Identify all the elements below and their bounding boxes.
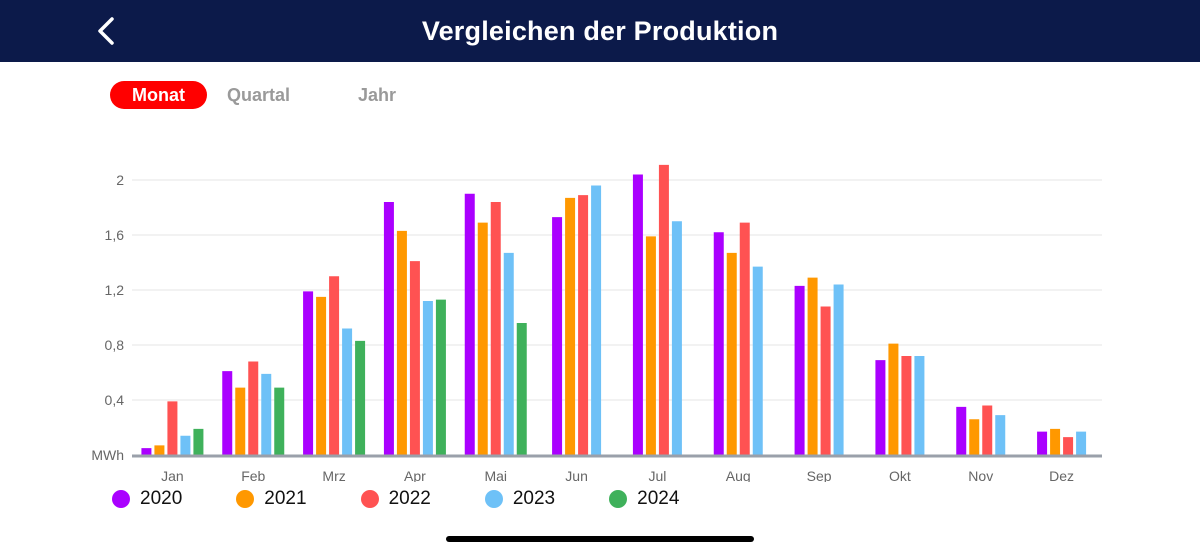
bar-2024-Feb — [274, 387, 285, 455]
bar-2023-Mai — [503, 252, 514, 455]
chevron-left-icon — [98, 17, 114, 45]
bar-2020-Aug — [713, 232, 724, 455]
app-header: Vergleichen der Produktion — [0, 0, 1200, 62]
bar-2023-Feb — [261, 373, 272, 455]
legend-label: 2020 — [140, 488, 183, 509]
bar-2022-Sep — [820, 306, 831, 455]
x-tick-label: Aug — [726, 468, 751, 482]
bar-2020-Mrz — [303, 291, 314, 455]
x-tick-label: Mai — [484, 468, 507, 482]
bar-2021-Jan — [154, 445, 165, 455]
bar-2021-Sep — [807, 277, 818, 455]
bar-2020-Jan — [141, 448, 152, 455]
bar-2022-Mrz — [329, 276, 340, 455]
tab-quartal[interactable]: Quartal — [227, 85, 291, 105]
legend-label: 2023 — [512, 488, 556, 509]
x-tick-label: Feb — [241, 468, 265, 482]
bar-2021-Mrz — [316, 296, 327, 455]
legend-dot — [609, 490, 628, 508]
bar-2021-Nov — [969, 419, 980, 455]
home-indicator — [446, 536, 754, 542]
y-tick-label: MWh — [91, 447, 124, 463]
y-tick-label: 1,6 — [105, 227, 125, 243]
bar-2024-Apr — [435, 299, 446, 455]
period-tabs: Monat Quartal Jahr — [110, 80, 424, 110]
bar-2022-Mai — [490, 202, 501, 455]
bar-2021-Feb — [235, 387, 246, 455]
bar-2020-Okt — [875, 360, 886, 455]
bar-2022-Jun — [578, 195, 589, 455]
legend-item-2022: 2022 — [360, 488, 431, 510]
bar-2023-Jul — [671, 221, 682, 455]
x-tick-label: Mrz — [322, 468, 345, 482]
legend-dot — [484, 490, 503, 508]
tab-monat[interactable]: Monat — [110, 81, 207, 109]
bar-2023-Apr — [422, 301, 433, 455]
bar-2023-Jan — [180, 435, 191, 455]
bar-2021-Jul — [645, 236, 656, 455]
bar-2020-Apr — [383, 202, 394, 455]
bar-2022-Aug — [739, 222, 750, 455]
bar-2022-Okt — [901, 356, 912, 455]
bar-2021-Jun — [565, 197, 576, 455]
bar-2023-Sep — [833, 284, 844, 455]
legend-dot — [236, 490, 255, 508]
legend-item-2024: 2024 — [609, 488, 679, 510]
x-tick-label: Okt — [889, 468, 911, 482]
bar-2021-Mai — [477, 222, 488, 455]
legend-item-2023: 2023 — [484, 488, 556, 510]
bar-2020-Mai — [464, 193, 475, 455]
legend-item-2020: 2020 — [112, 488, 182, 510]
legend-item-2021: 2021 — [236, 488, 307, 510]
legend-label: 2022 — [388, 488, 431, 509]
bar-2023-Nov — [995, 415, 1006, 455]
y-tick-label: 2 — [116, 172, 124, 188]
y-tick-label: 0,4 — [105, 392, 125, 408]
bar-2020-Jun — [552, 217, 563, 455]
x-tick-label: Dez — [1049, 468, 1074, 482]
bar-2024-Jan — [193, 428, 204, 455]
x-tick-label: Jul — [648, 468, 666, 482]
bar-2020-Jul — [632, 174, 643, 455]
back-button[interactable] — [88, 12, 124, 50]
bar-2023-Jun — [591, 185, 602, 455]
x-tick-label: Apr — [404, 468, 426, 482]
chart-legend: 2020 2021 2022 2023 2024 — [112, 486, 733, 512]
bar-2022-Apr — [409, 261, 420, 455]
bar-2020-Sep — [794, 285, 805, 455]
bar-2023-Mrz — [342, 328, 353, 455]
legend-label: 2024 — [637, 488, 680, 509]
bar-2021-Okt — [888, 343, 899, 455]
legend-dot — [112, 490, 130, 508]
bar-2020-Feb — [222, 371, 233, 455]
bar-2022-Nov — [982, 405, 993, 455]
x-tick-label: Jan — [161, 468, 184, 482]
bar-2022-Feb — [248, 361, 259, 455]
bar-2023-Dez — [1076, 431, 1087, 455]
bar-2023-Aug — [752, 266, 763, 455]
bar-2021-Aug — [726, 252, 737, 455]
bar-2023-Okt — [914, 356, 925, 455]
tab-jahr[interactable]: Jahr — [358, 85, 397, 105]
x-tick-label: Sep — [807, 468, 832, 482]
x-tick-label: Nov — [968, 468, 993, 482]
bar-2021-Apr — [396, 230, 407, 455]
production-bar-chart: MWh 0,4 0,8 1,2 1,6 2 Jan Feb Mrz Apr Mai Jun Jul Aug… — [91, 164, 1102, 482]
bar-2022-Dez — [1063, 437, 1074, 455]
x-tick-label: Jun — [565, 468, 588, 482]
legend-dot — [360, 490, 379, 508]
bar-2022-Jan — [167, 401, 178, 455]
y-tick-label: 0,8 — [105, 337, 125, 353]
legend-label: 2021 — [264, 488, 307, 509]
bar-2024-Mai — [516, 323, 527, 455]
bar-2024-Mrz — [355, 340, 366, 455]
bar-2020-Dez — [1037, 431, 1048, 455]
page-title: Vergleichen der Produktion — [421, 15, 779, 46]
y-tick-label: 1,2 — [105, 282, 125, 298]
bar-2020-Nov — [956, 406, 967, 455]
bar-2022-Jul — [658, 164, 669, 455]
bar-2021-Dez — [1050, 428, 1061, 455]
